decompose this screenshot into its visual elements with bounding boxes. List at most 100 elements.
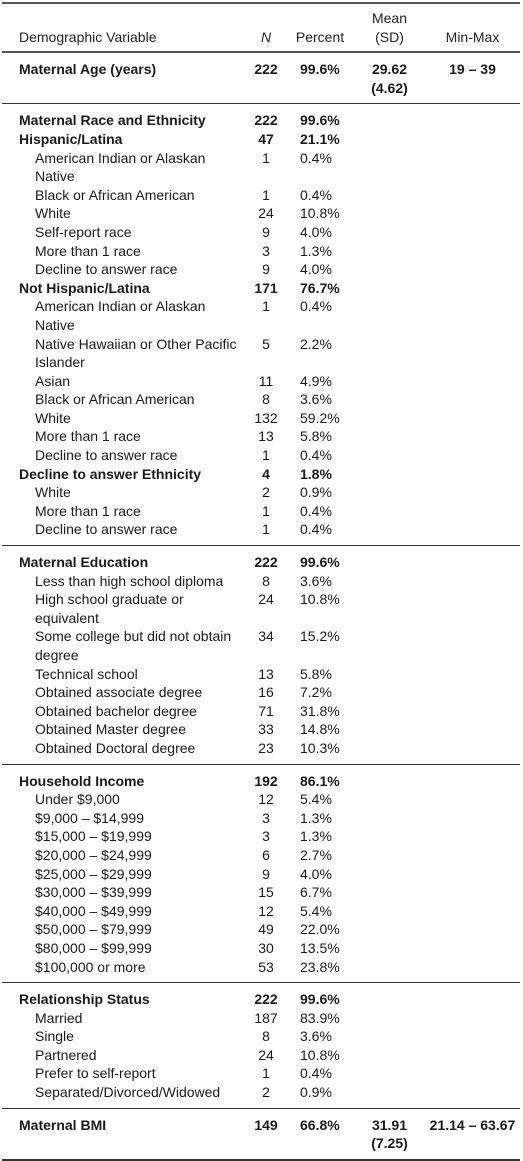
row-min-max xyxy=(425,242,520,261)
row-mean-sd xyxy=(354,683,425,702)
row-n: 132 xyxy=(254,409,278,426)
row-n: 24 xyxy=(258,591,274,608)
subcategory-row: Decline to answer race 9 4.0% xyxy=(2,260,520,279)
row-label: Native Hawaiian or Other Pacific Islande… xyxy=(35,335,237,371)
row-mean-sd xyxy=(354,665,425,684)
row-label: Black or African American xyxy=(35,186,195,203)
row-label: Partnered xyxy=(35,1046,97,1063)
subcategory-row: More than 1 race 13 5.8% xyxy=(2,427,520,446)
row-percent: 59.2% xyxy=(300,409,340,426)
row-mean-sd xyxy=(354,297,425,334)
table-section: Maternal Education 222 99.6% Less than high… xyxy=(2,546,520,765)
row-min-max xyxy=(425,764,520,790)
table-section: Household Income 192 86.1% Under $9,000 12 5.… xyxy=(2,764,520,983)
row-percent: 0.9% xyxy=(300,1084,332,1101)
row-label: Maternal Age (years) xyxy=(19,61,157,78)
category-row: Not Hispanic/Latina 171 76.7% xyxy=(2,279,520,298)
row-label: High school graduate or equivalent xyxy=(35,591,184,626)
row-n: 3 xyxy=(262,809,270,826)
subcategory-row: Black or African American 8 3.6% xyxy=(2,390,520,409)
row-mean-sd xyxy=(354,764,425,790)
row-percent: 0.4% xyxy=(300,186,332,203)
category-row: Household Income 192 86.1% xyxy=(2,764,520,790)
row-n: 222 xyxy=(254,991,278,1008)
row-min-max xyxy=(425,409,520,428)
row-min-max xyxy=(425,446,520,465)
row-percent: 23.8% xyxy=(300,958,340,975)
row-min-max xyxy=(425,846,520,865)
row-n: 23 xyxy=(258,739,274,756)
row-label: $30,000 – $39,999 xyxy=(35,884,152,901)
row-n: 13 xyxy=(258,428,274,445)
subcategory-row: White 2 0.9% xyxy=(2,483,520,502)
row-percent: 0.4% xyxy=(300,502,332,519)
row-mean-sd xyxy=(354,827,425,846)
row-min-max xyxy=(425,683,520,702)
row-percent: 0.4% xyxy=(300,149,332,166)
row-percent: 4.9% xyxy=(300,372,332,389)
row-label: Under $9,000 xyxy=(35,791,120,808)
row-percent: 4.0% xyxy=(300,223,332,240)
row-label: $9,000 – $14,999 xyxy=(35,809,144,826)
row-min-max xyxy=(425,149,520,186)
row-n: 5 xyxy=(262,335,270,352)
row-n: 187 xyxy=(254,1009,278,1026)
subcategory-row: White 132 59.2% xyxy=(2,409,520,428)
row-min-max xyxy=(425,627,520,664)
category-row: Maternal BMI 149 66.8% 31.91 (7.25) 21.14 – … xyxy=(2,1108,520,1160)
subcategory-row: Native Hawaiian or Other Pacific Islande… xyxy=(2,335,520,372)
row-n: 2 xyxy=(262,1084,270,1101)
row-label: $40,000 – $49,999 xyxy=(35,902,152,919)
row-min-max xyxy=(425,483,520,502)
row-label: Obtained bachelor degree xyxy=(35,702,197,719)
row-percent: 1.3% xyxy=(300,242,332,259)
row-min-max xyxy=(425,1064,520,1083)
row-min-max xyxy=(425,809,520,828)
row-min-max xyxy=(425,665,520,684)
row-percent: 10.8% xyxy=(300,591,340,608)
row-percent: 4.0% xyxy=(300,261,332,278)
row-percent: 4.0% xyxy=(300,865,332,882)
row-mean-sd xyxy=(354,242,425,261)
row-label: Single xyxy=(35,1028,74,1045)
row-label: Decline to answer race xyxy=(35,447,178,464)
row-label: Black or African American xyxy=(35,391,195,408)
row-percent: 1.8% xyxy=(300,465,332,482)
row-n: 1 xyxy=(262,1065,270,1082)
row-mean-sd xyxy=(354,939,425,958)
row-mean-sd xyxy=(354,427,425,446)
row-percent: 99.6% xyxy=(300,61,340,78)
row-n: 8 xyxy=(262,572,270,589)
row-label: Decline to answer Ethnicity xyxy=(19,465,202,482)
row-percent: 15.2% xyxy=(300,628,340,645)
row-min-max xyxy=(425,372,520,391)
row-n: 1 xyxy=(262,447,270,464)
row-percent: 0.9% xyxy=(300,484,332,501)
row-min-max xyxy=(425,335,520,372)
row-mean-sd xyxy=(354,279,425,298)
row-n: 24 xyxy=(258,205,274,222)
row-min-max xyxy=(425,1046,520,1065)
row-label: Asian xyxy=(35,372,71,389)
row-percent: 99.6% xyxy=(300,112,340,129)
row-min-max xyxy=(425,790,520,809)
row-percent: 10.8% xyxy=(300,1046,340,1063)
row-label: Maternal Education xyxy=(19,554,149,571)
row-mean-sd xyxy=(354,739,425,764)
row-percent: 66.8% xyxy=(300,1116,340,1133)
row-mean-sd xyxy=(354,409,425,428)
table-section: Maternal BMI 149 66.8% 31.91 (7.25) 21.14 – … xyxy=(2,1108,520,1160)
row-label: Technical school xyxy=(35,665,138,682)
row-n: 222 xyxy=(254,112,278,129)
row-n: 1 xyxy=(262,521,270,538)
row-label: Household Income xyxy=(19,772,145,789)
row-percent: 3.6% xyxy=(300,1028,332,1045)
row-n: 49 xyxy=(258,921,274,938)
row-mean-sd xyxy=(354,446,425,465)
subcategory-row: $30,000 – $39,999 15 6.7% xyxy=(2,883,520,902)
row-label: Maternal BMI xyxy=(19,1116,107,1133)
row-label: More than 1 race xyxy=(35,502,141,519)
row-percent: 76.7% xyxy=(300,279,340,296)
subcategory-row: More than 1 race 3 1.3% xyxy=(2,242,520,261)
row-label: Obtained Doctoral degree xyxy=(35,739,196,756)
